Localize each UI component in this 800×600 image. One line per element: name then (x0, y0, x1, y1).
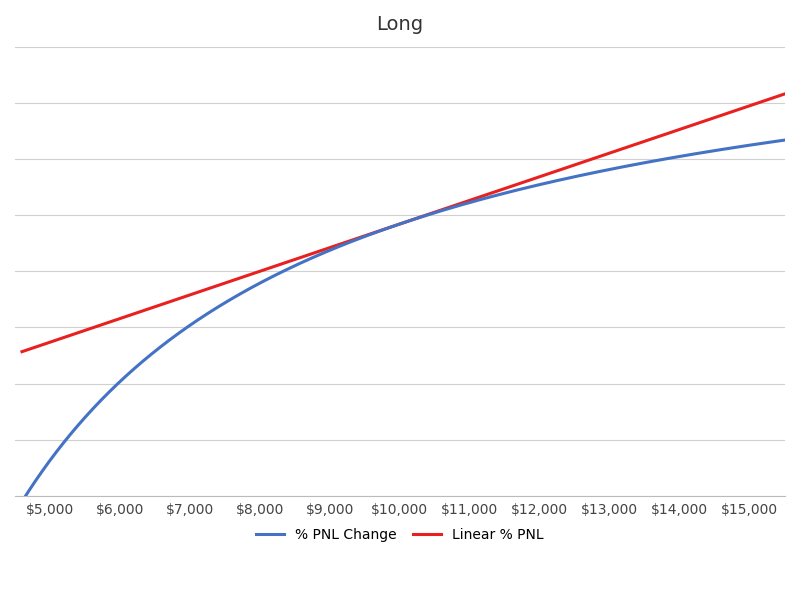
% PNL Change (17, 498, 26, 505)
% PNL Change (57, 442, 66, 449)
Legend: % PNL Change, Linear % PNL: % PNL Change, Linear % PNL (250, 522, 550, 547)
% PNL Change (371, 229, 381, 236)
Title: Long: Long (376, 15, 423, 34)
Linear % PNL (371, 229, 381, 236)
Linear % PNL (765, 95, 774, 103)
% PNL Change (391, 221, 401, 229)
Linear % PNL (57, 335, 66, 342)
Linear % PNL (623, 143, 633, 151)
% PNL Change (787, 136, 797, 143)
Line: Linear % PNL: Linear % PNL (22, 92, 792, 352)
Line: % PNL Change: % PNL Change (22, 139, 792, 502)
Linear % PNL (17, 348, 26, 355)
Linear % PNL (787, 88, 797, 95)
% PNL Change (623, 162, 633, 169)
Linear % PNL (764, 95, 774, 103)
Linear % PNL (391, 221, 401, 229)
% PNL Change (765, 139, 774, 146)
% PNL Change (764, 139, 774, 146)
